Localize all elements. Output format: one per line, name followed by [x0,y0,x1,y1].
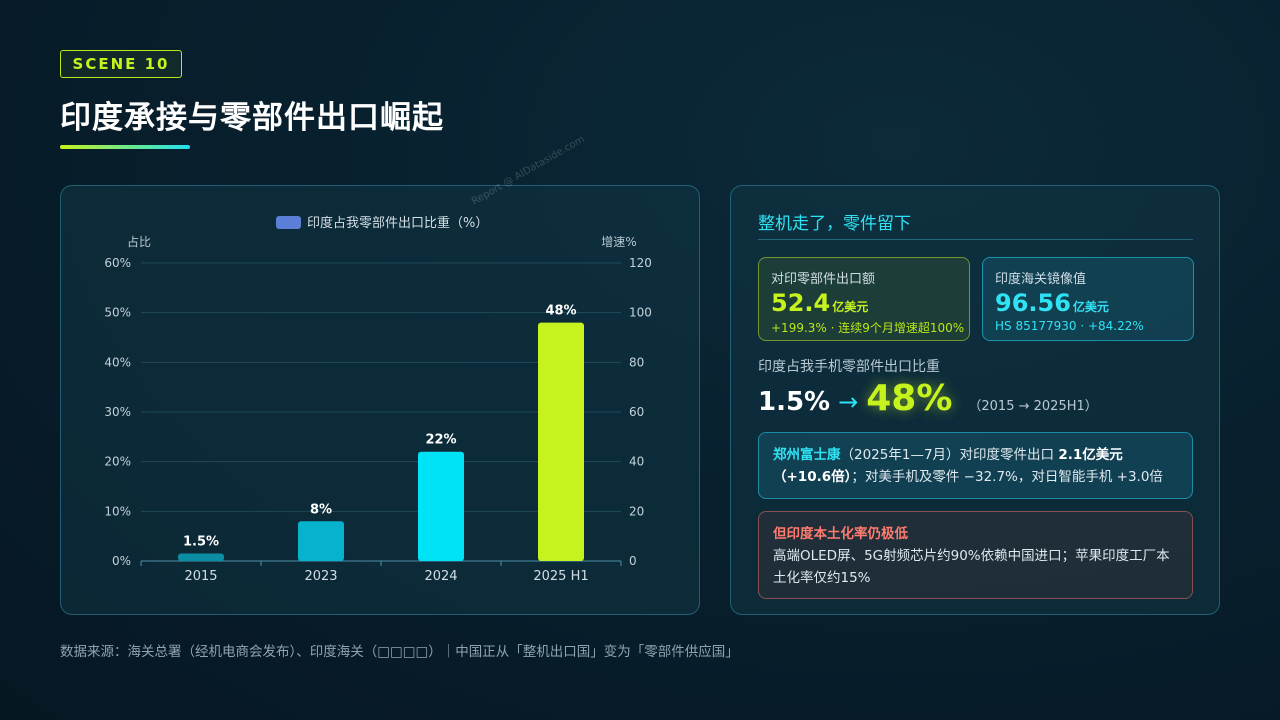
left-tick-label: 20% [104,455,131,469]
x-tick-label: 2015 [184,569,217,584]
bar-data-label: 1.5% [183,535,219,550]
bar-2024 [418,451,464,561]
scene-badge: SCENE 10 [60,50,182,78]
left-axis-label: 占比 [127,234,151,249]
arrow-right-icon: → [838,388,859,416]
ratio-label: 印度占我手机零部件出口比重 [758,359,940,375]
insight-heading: 整机走了，零件留下 [758,214,911,234]
left-tick-label: 50% [104,306,131,320]
left-tick-label: 10% [104,504,131,518]
ratio-period: （2015 → 2025H1） [968,399,1098,414]
insight-panel: 整机走了，零件留下 对印零部件出口额 52.4 亿美元 +199.3% · 连续9… [730,185,1220,615]
note-bold: 2.1亿美元（+10.6倍） [773,447,1123,485]
chart-panel: 印度占我零部件出口比重（%） 占比 增速% 0% 0 10% 20 20% 40 30% 60… [60,185,700,615]
export-value-card: 对印零部件出口额 52.4 亿美元 +199.3% · 连续9个月增速超100% [758,257,970,341]
note-highlight: 郑州富士康 [773,447,841,463]
legend-label: 印度占我零部件出口比重（%） [307,215,488,231]
stat-label: 对印零部件出口额 [771,272,876,287]
right-tick-label: 0 [629,554,637,568]
bar-data-label: 8% [310,502,332,517]
divider [758,239,1193,240]
stat-subtext: HS 85177930 · +84.22% [995,319,1144,333]
bar-2015 [178,553,224,561]
right-tick-label: 100 [629,306,652,320]
mirror-value-card: 印度海关镜像值 96.56 亿美元 HS 85177930 · +84.22% [982,257,1194,341]
warning-text: 高端OLED屏、5G射频芯片约90%依赖中国进口；苹果印度工厂本土化率仅约15% [773,548,1170,586]
ratio-from: 1.5% [758,387,831,417]
stat-value: 52.4 亿美元 [771,289,957,317]
bar-data-label: 48% [545,304,576,319]
bar-2025-H1 [538,322,584,561]
x-tick-label: 2025 H1 [533,569,588,584]
localization-warning: 但印度本土化率仍极低 高端OLED屏、5G射频芯片约90%依赖中国进口；苹果印度… [758,511,1193,599]
stat-number: 96.56 [995,289,1071,317]
right-tick-label: 80 [629,355,644,369]
right-tick-label: 40 [629,455,644,469]
note-text: （2025年1—7月）对印度零件出口 [840,447,1059,463]
left-tick-label: 40% [104,355,131,369]
right-tick-label: 20 [629,504,644,518]
foxconn-note: 郑州富士康（2025年1—7月）对印度零件出口 2.1亿美元（+10.6倍）；对… [758,432,1193,499]
right-axis-label: 增速% [601,235,636,249]
stat-unit: 亿美元 [1072,300,1109,314]
bar-data-label: 22% [425,433,456,448]
ratio-to: 48% [866,378,953,419]
title-underline [60,145,190,149]
left-tick-label: 0% [112,554,131,568]
stat-value: 96.56 亿美元 [995,289,1181,317]
warning-title: 但印度本土化率仍极低 [773,526,908,542]
page-title: 印度承接与零部件出口崛起 [60,100,444,136]
right-tick-label: 120 [629,256,652,270]
bar-2023 [298,521,344,561]
x-tick-label: 2023 [304,569,337,584]
left-tick-label: 60% [104,256,131,270]
stat-number: 52.4 [771,289,831,317]
left-tick-label: 30% [104,405,131,419]
note-text: ；对美手机及零件 −32.7%，对日智能手机 +3.0倍 [851,469,1163,485]
legend-swatch [276,216,301,229]
stat-label: 印度海关镜像值 [995,272,1087,287]
x-tick-label: 2024 [424,569,457,584]
source-footer: 数据来源：海关总署（经机电商会发布）、印度海关（□□□□）｜中国正从「整机出口国… [60,644,739,660]
stat-unit: 亿美元 [832,300,869,314]
bar-chart: 印度占我零部件出口比重（%） 占比 增速% 0% 0 10% 20 20% 40 30% 60… [104,215,652,584]
right-tick-label: 60 [629,405,644,419]
stat-subtext: +199.3% · 连续9个月增速超100% [771,321,965,335]
ratio-line: 1.5% → 48% （2015 → 2025H1） [758,378,1098,419]
